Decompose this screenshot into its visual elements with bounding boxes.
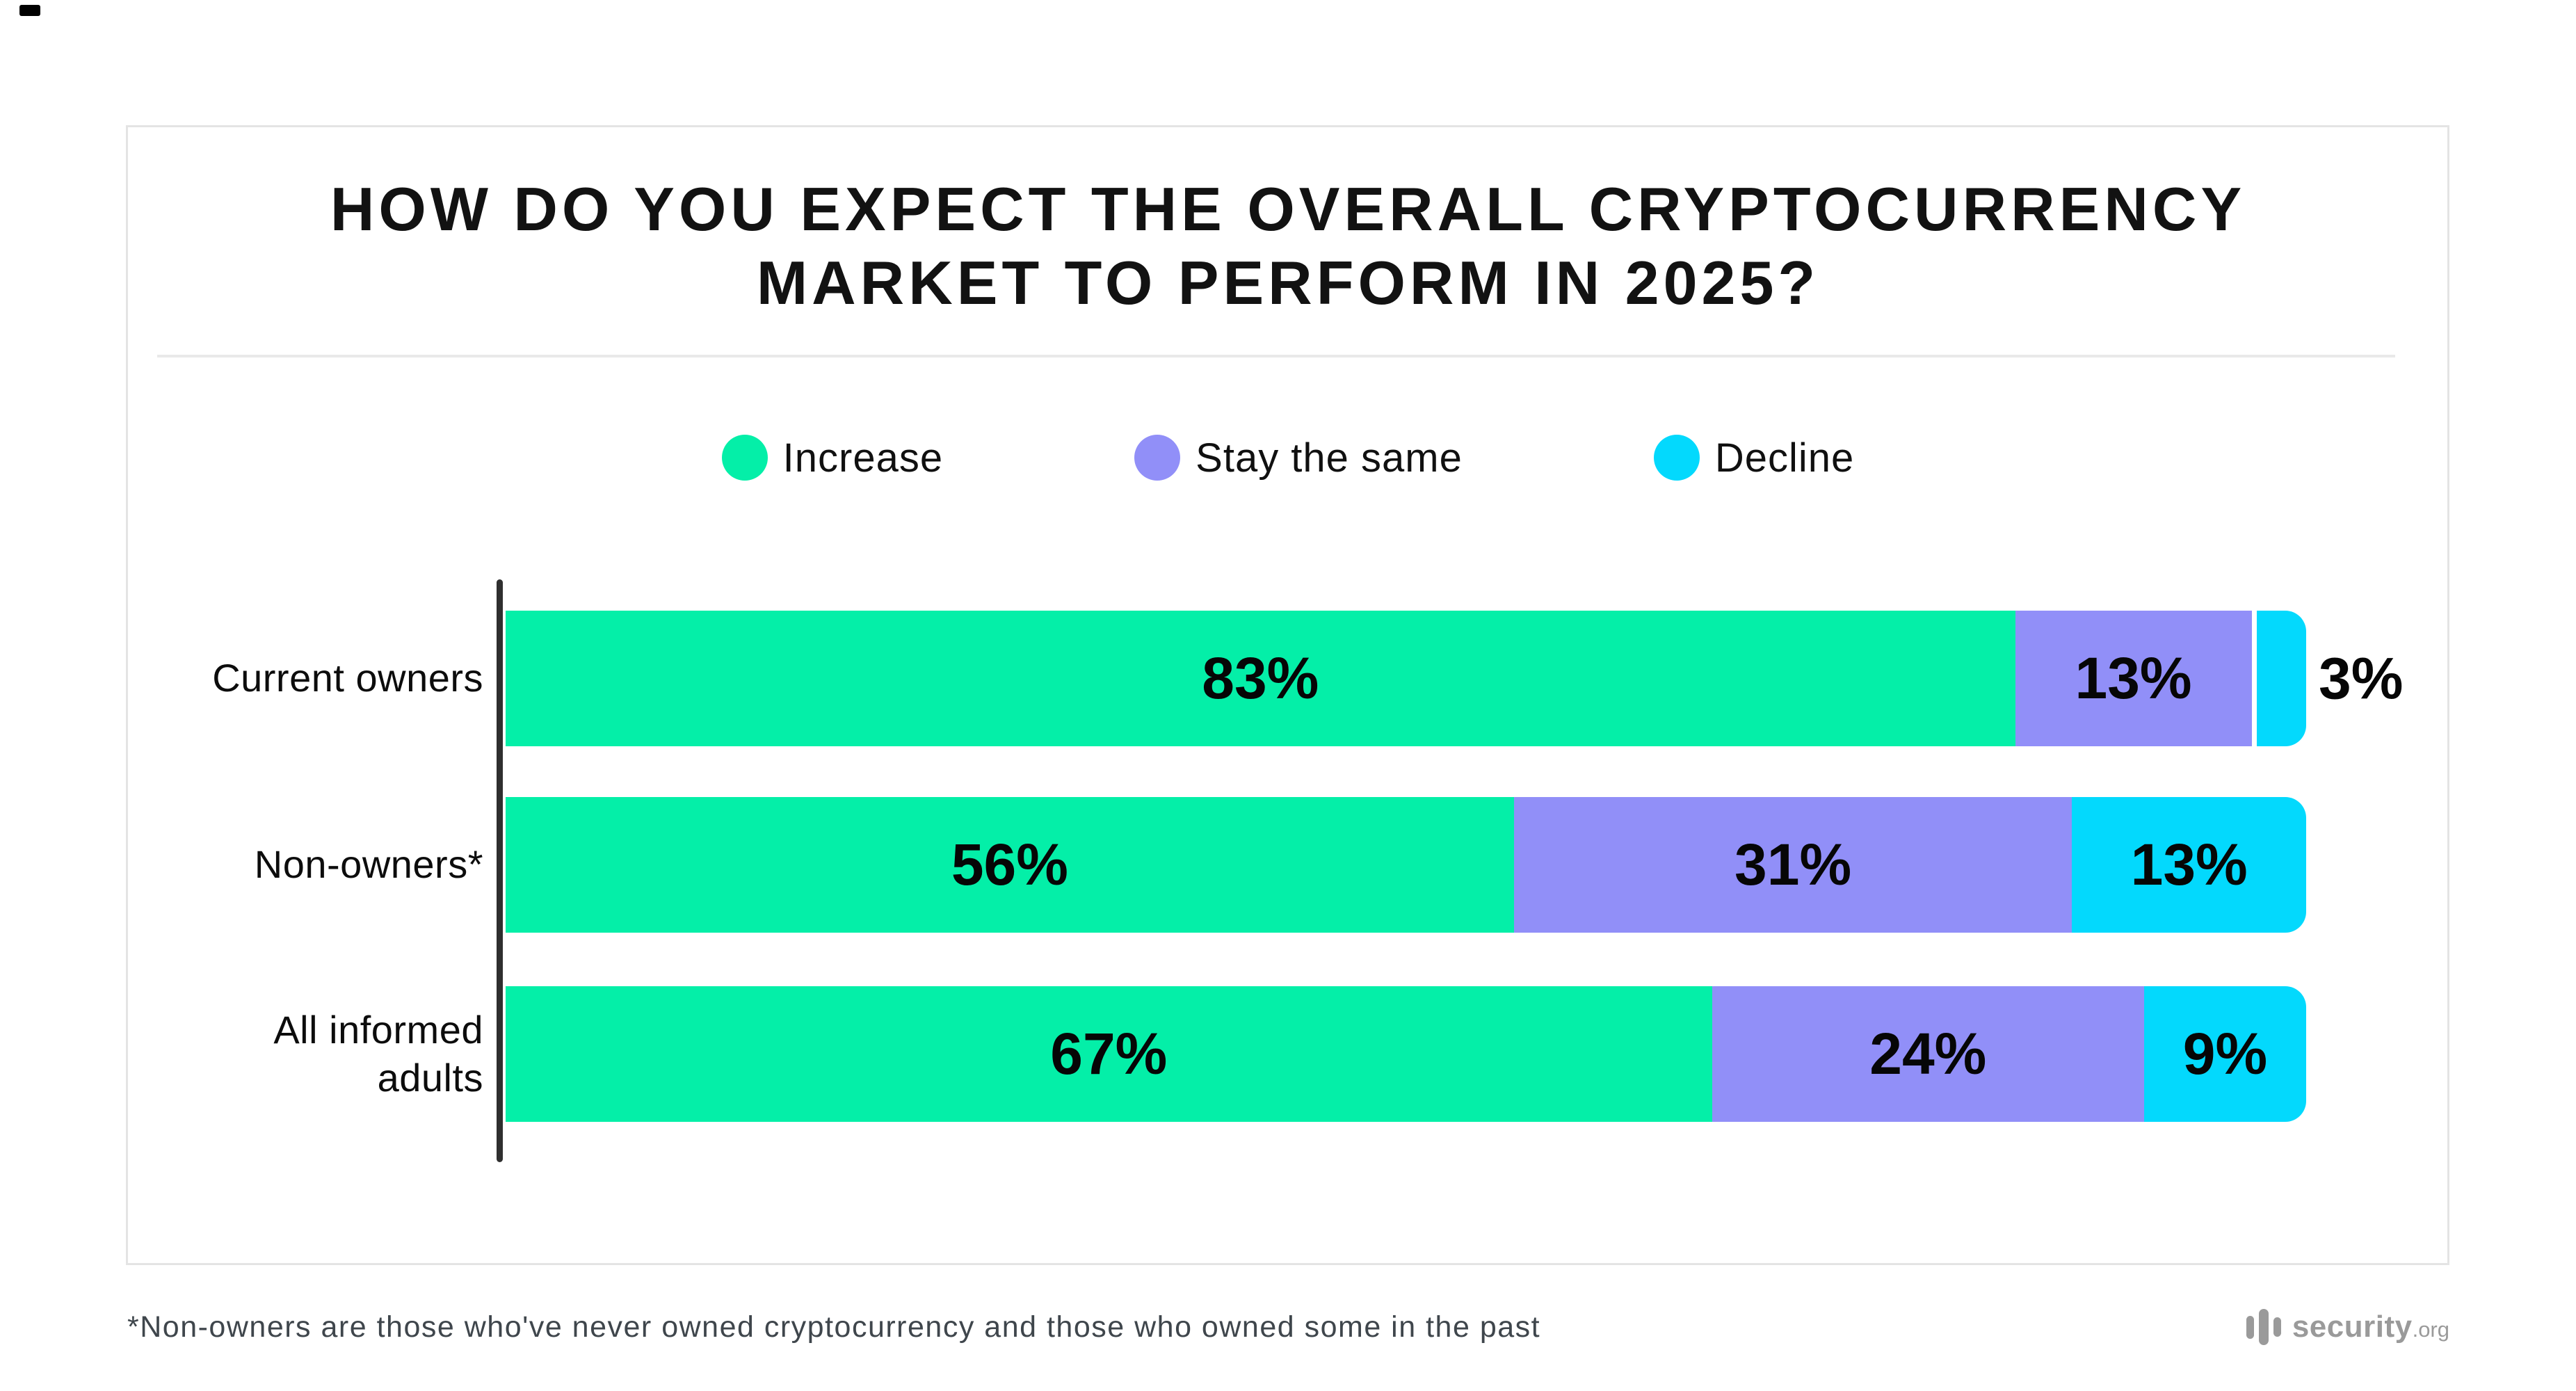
legend-item-decline: Decline	[1653, 435, 1855, 481]
bar-value-label: 83%	[1202, 645, 1319, 711]
footnote: *Non-owners are those who've never owned…	[127, 1310, 1541, 1344]
bar-segment-decline: 9%	[2143, 986, 2306, 1122]
logo-name: security	[2292, 1310, 2413, 1344]
legend-item-increase: Increase	[721, 435, 944, 481]
bar-value-label: 9%	[2182, 1021, 2268, 1086]
bar-value-label: 13%	[2130, 832, 2248, 897]
bar-non-owners: 56% 31% 13%	[506, 797, 2306, 933]
bar-value-label-outside: 3%	[2319, 645, 2404, 711]
legend-item-stay-the-same: Stay the same	[1134, 435, 1463, 481]
bar-segment-increase: 83%	[506, 611, 2015, 746]
bar-segment-increase: 67%	[506, 986, 1712, 1122]
bar-current-owners: 83% 13% 3%	[506, 611, 2403, 746]
legend-dot-increase-icon	[721, 435, 768, 481]
bar-segment-increase: 56%	[506, 797, 1514, 933]
bar-value-label: 56%	[951, 832, 1068, 897]
security-org-logo: security .org	[2246, 1306, 2449, 1348]
bar-segment-stay-the-same: 24%	[1712, 986, 2144, 1122]
bar-value-label: 13%	[2075, 645, 2192, 711]
bar-value-label: 31%	[1734, 832, 1852, 897]
y-axis-line	[497, 579, 503, 1162]
bar-value-label: 24%	[1869, 1021, 1987, 1086]
top-left-mark	[19, 5, 40, 16]
bar-value-label: 67%	[1050, 1021, 1168, 1086]
logo-text: security .org	[2292, 1310, 2449, 1344]
legend-dot-stay-the-same-icon	[1134, 435, 1181, 481]
category-label-current-owners: Current owners	[212, 656, 483, 700]
legend: Increase Stay the same Decline	[314, 433, 2262, 483]
legend-label: Stay the same	[1196, 435, 1463, 481]
legend-label: Increase	[782, 435, 944, 481]
category-label-all-informed-adults: All informed adults	[273, 1008, 483, 1100]
security-logo-bars-icon	[2246, 1309, 2281, 1345]
bar-segment-decline	[2251, 611, 2306, 746]
bar-segment-stay-the-same: 13%	[2015, 611, 2252, 746]
bar-segment-decline: 13%	[2072, 797, 2306, 933]
category-label-non-owners: Non-owners*	[254, 842, 483, 887]
logo-tld: .org	[2412, 1317, 2449, 1342]
bar-segment-stay-the-same: 31%	[1513, 797, 2072, 933]
title-divider	[157, 355, 2395, 357]
bar-all-informed-adults: 67% 24% 9%	[506, 986, 2306, 1122]
chart-title: HOW DO YOU EXPECT THE OVERALL CRYPTOCURR…	[330, 175, 2246, 317]
legend-label: Decline	[1714, 435, 1855, 481]
legend-dot-decline-icon	[1653, 435, 1700, 481]
